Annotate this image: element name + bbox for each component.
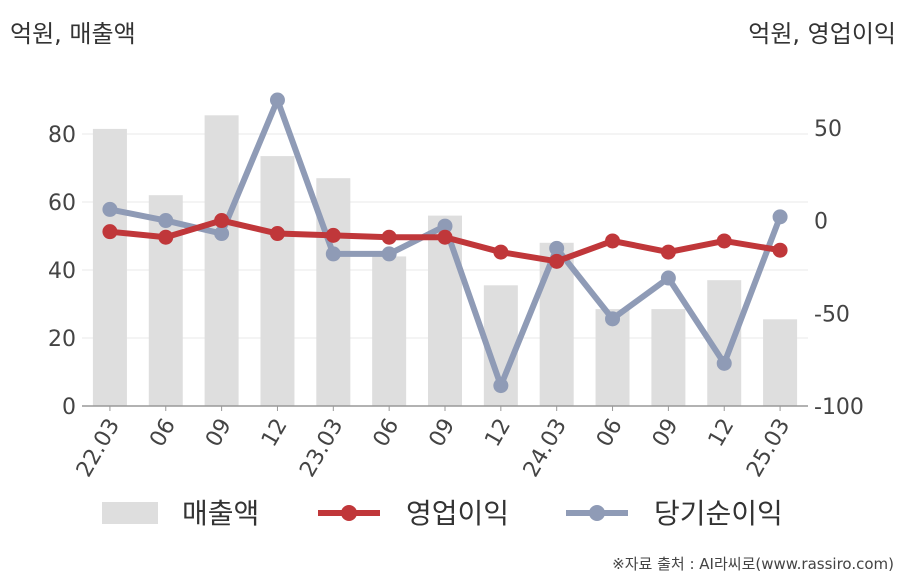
data-point [716, 355, 732, 371]
y-left-tick-label: 60 [48, 191, 76, 216]
data-point [158, 229, 174, 245]
x-tick-label: 06 [592, 415, 628, 452]
bar [428, 215, 462, 406]
data-point [605, 311, 621, 327]
bar [204, 115, 239, 407]
left-axis-unit-label: 억원, 매출액 [10, 20, 136, 48]
data-point [214, 226, 230, 242]
data-point [381, 246, 397, 262]
bar [651, 309, 686, 406]
data-point [325, 227, 341, 243]
data-point [549, 253, 565, 269]
source-note: ※자료 출처 : AI라씨로(www.rassiro.com) [612, 555, 894, 573]
legend-marker [341, 505, 357, 521]
data-point [102, 224, 118, 240]
legend-label: 영업이익 [406, 497, 509, 530]
bar [763, 319, 798, 406]
y-right-tick-label: -100 [814, 395, 864, 420]
y-right-tick-label: -50 [814, 302, 850, 327]
data-point [269, 92, 285, 108]
data-point [437, 229, 453, 245]
legend-swatch [102, 502, 158, 524]
bar [372, 256, 407, 406]
data-point [325, 246, 341, 262]
y-right-tick-label: 50 [814, 117, 842, 142]
data-point [772, 242, 788, 258]
legend-marker [589, 505, 605, 521]
data-point [381, 229, 397, 245]
data-point [493, 244, 509, 260]
x-tick-label: 23.03 [295, 415, 348, 482]
y-left-tick-label: 0 [62, 395, 76, 420]
legend-label: 당기순이익 [654, 497, 783, 530]
x-tick-label: 25.03 [742, 415, 795, 482]
data-point [437, 218, 453, 234]
x-tick-label: 12 [480, 415, 516, 452]
x-tick-label: 09 [201, 415, 237, 452]
data-point [269, 226, 285, 242]
right-axis-unit-label: 억원, 영업이익 [748, 20, 896, 48]
data-point [102, 201, 118, 217]
x-tick-label: 06 [145, 415, 181, 452]
x-tick-label: 06 [369, 415, 405, 452]
data-point [605, 233, 621, 249]
data-point [214, 213, 230, 229]
x-tick-label: 12 [704, 415, 740, 452]
x-tick-label: 24.03 [519, 415, 572, 482]
data-point [716, 233, 732, 249]
x-tick-label: 22.03 [72, 415, 125, 482]
x-tick-label: 12 [257, 415, 293, 452]
x-tick-label: 09 [648, 415, 684, 452]
bar [260, 156, 295, 406]
data-point [660, 270, 676, 286]
data-point [493, 378, 509, 394]
y-right-tick-label: 0 [814, 210, 828, 235]
legend-label: 매출액 [182, 497, 259, 530]
data-point [772, 209, 788, 225]
y-left-tick-label: 40 [48, 259, 76, 284]
y-left-tick-label: 20 [48, 327, 76, 352]
y-left-tick-label: 80 [48, 123, 76, 148]
data-point [660, 244, 676, 260]
data-point [549, 240, 565, 256]
x-tick-label: 09 [425, 415, 461, 452]
data-point [158, 213, 174, 229]
bar [92, 128, 127, 406]
